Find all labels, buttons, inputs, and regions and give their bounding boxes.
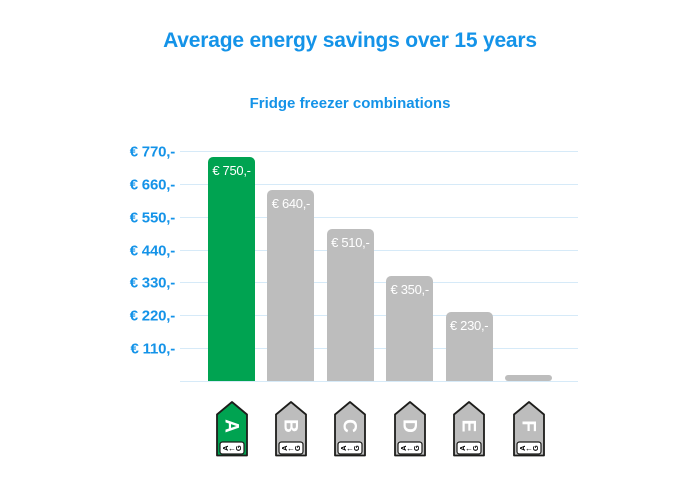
bar-E: € 230,- — [445, 312, 493, 381]
gridline — [180, 348, 578, 350]
energy-label-tag-E: E A←G — [453, 401, 485, 457]
scale-letter-g: G — [531, 445, 540, 451]
scale-letter-g: G — [471, 445, 480, 451]
scale-letter-a: A — [221, 445, 230, 451]
scale-letter-a: A — [339, 445, 348, 451]
gridline — [180, 282, 578, 284]
scale-letter-a: A — [518, 445, 527, 451]
energy-scale-badge — [456, 441, 482, 455]
scale-arrow-icon: ← — [406, 444, 414, 453]
energy-class-letter: C — [339, 419, 360, 433]
scale-letter-g: G — [412, 445, 421, 451]
energy-scale-badge — [397, 441, 423, 455]
x-axis-energy-labels: A A ← G B A ← G C A ← G D A ← G E A ← G F A ← G — [180, 400, 578, 458]
bar-value-label: € 640,- — [271, 196, 311, 211]
gridline — [180, 249, 578, 251]
bar-value-label: € 510,- — [331, 235, 370, 250]
bar-A: € 750,- — [208, 157, 255, 381]
scale-arrow-icon: ← — [287, 444, 295, 453]
chart-title: Average energy savings over 15 years — [163, 29, 537, 52]
bar-value-label: € 350,- — [390, 282, 430, 297]
energy-label-tag-C: C A←G — [334, 401, 367, 457]
y-tick-label: € 220,- — [129, 307, 176, 325]
energy-class-letter: F — [517, 420, 538, 432]
bar-value-label: € 230,- — [449, 318, 489, 333]
energy-label-tag-D: D A←G — [393, 401, 426, 457]
gridline — [180, 183, 578, 185]
scale-letter-g: G — [352, 445, 361, 451]
bar-B: € 640,- — [267, 190, 315, 381]
energy-scale-badge — [218, 441, 245, 455]
scale-arrow-icon: ← — [525, 444, 533, 453]
scale-letter-a: A — [458, 445, 467, 451]
scale-arrow-icon: ← — [228, 444, 236, 453]
scale-letter-a: A — [280, 445, 289, 451]
y-tick-label: € 440,- — [129, 242, 176, 260]
y-tick-label: € 110,- — [130, 340, 176, 358]
y-tick-label: € 770,- — [129, 143, 176, 161]
energy-label-tag-B: B A←G — [274, 401, 307, 457]
bar-F — [505, 375, 552, 381]
scale-letter-g: G — [293, 445, 302, 451]
energy-scale-badge — [337, 441, 363, 455]
chart-subtitle: Fridge freezer combinations — [249, 95, 451, 112]
scale-arrow-icon: ← — [346, 444, 354, 453]
plot-area: € 750,- € 640,- € 510,- € 350,- € 230,- — [180, 140, 578, 382]
gridline — [180, 216, 578, 218]
y-tick-label: € 550,- — [129, 209, 176, 227]
scale-arrow-icon: ← — [465, 444, 473, 453]
bar-D: € 350,- — [386, 276, 434, 381]
gridline — [180, 315, 578, 317]
scale-letter-a: A — [399, 445, 408, 451]
energy-class-letter: A — [220, 419, 241, 433]
energy-scale-badge — [515, 441, 542, 455]
y-tick-label: € 330,- — [129, 274, 176, 292]
energy-label-tag-A: AA←G — [215, 401, 248, 457]
bar-value-label: € 750,- — [212, 163, 251, 178]
scale-letter-g: G — [234, 445, 243, 451]
bar-C: € 510,- — [326, 229, 374, 381]
energy-class-letter: B — [279, 419, 300, 433]
y-tick-label: € 660,- — [129, 176, 176, 194]
energy-class-letter: E — [457, 420, 478, 433]
energy-scale-badge — [278, 441, 304, 455]
energy-class-letter: D — [398, 419, 419, 433]
x-axis-baseline — [180, 381, 578, 382]
energy-label-tag-F: F A←G — [512, 401, 545, 457]
gridline — [180, 151, 578, 152]
